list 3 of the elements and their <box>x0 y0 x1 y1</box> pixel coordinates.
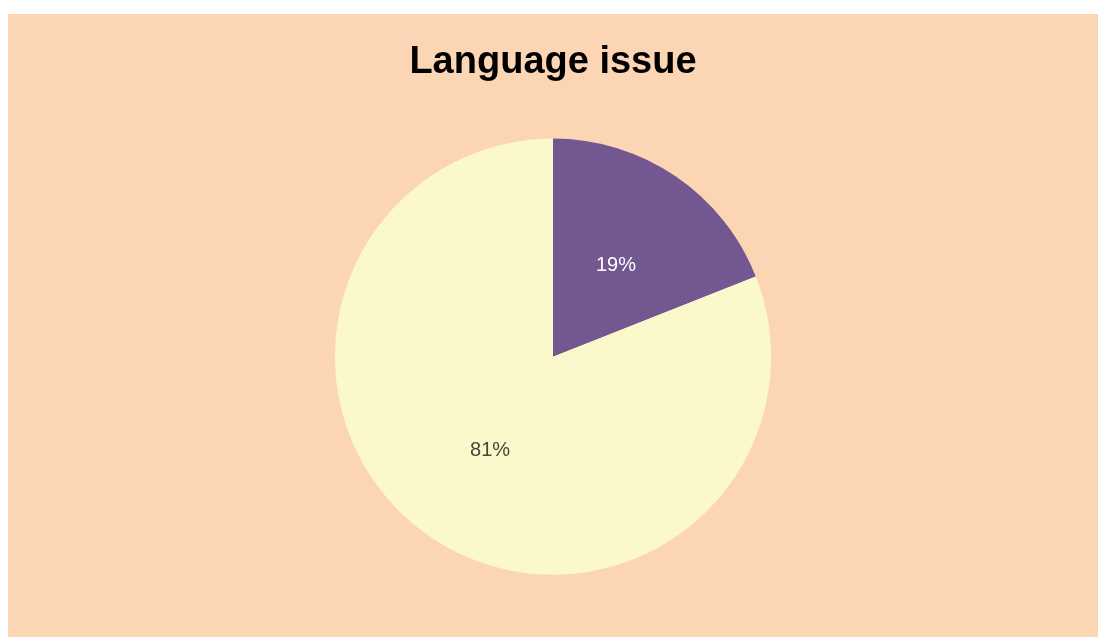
chart-title: Language issue <box>409 39 697 81</box>
data-label: 19% <box>595 253 637 275</box>
data-label: 81% <box>470 438 511 461</box>
